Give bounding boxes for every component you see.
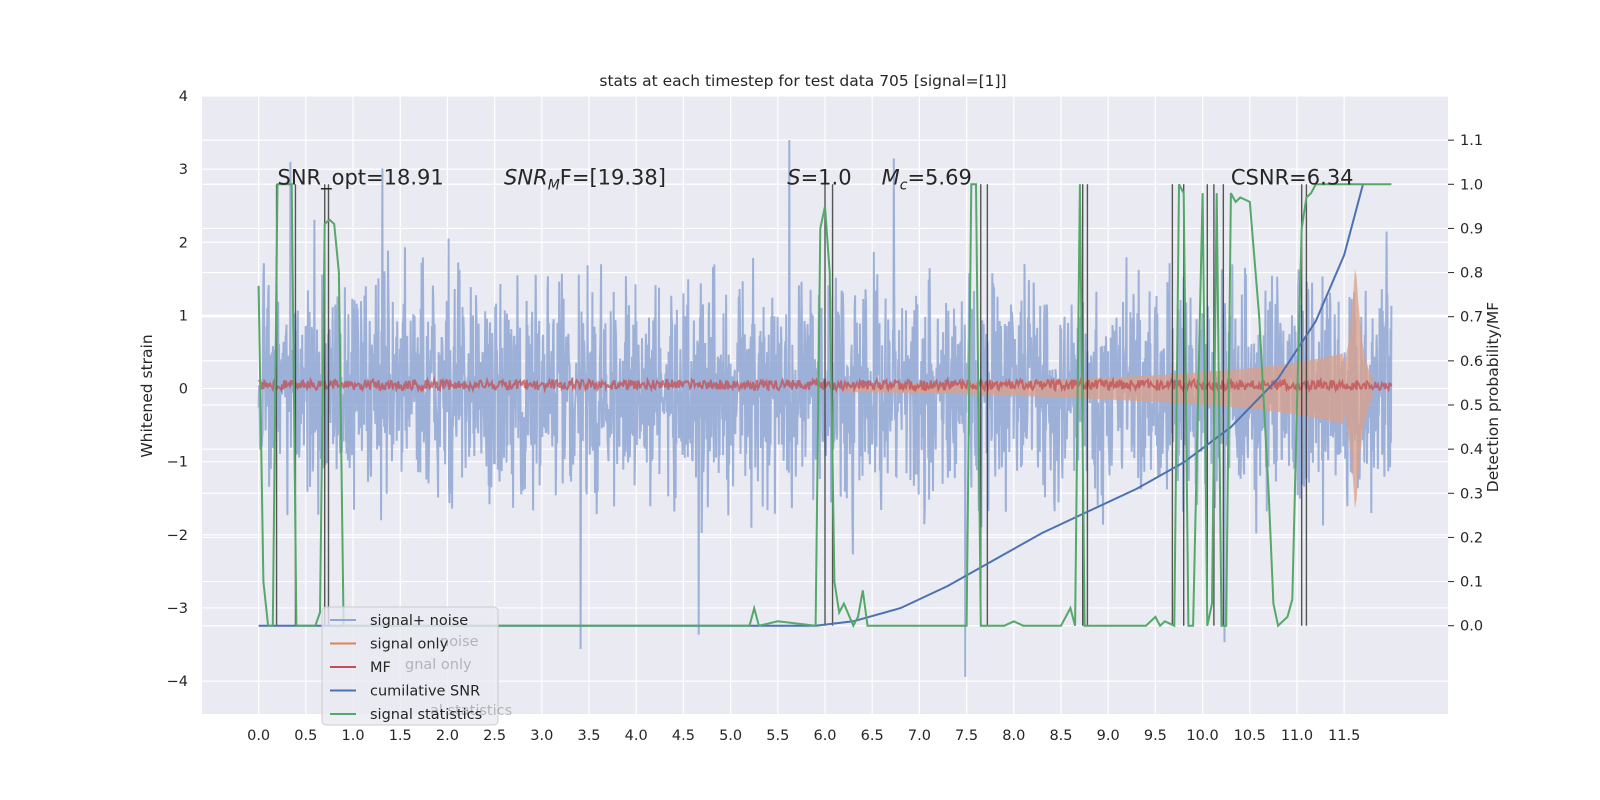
annotation-text: SNR_opt=18.91: [278, 165, 444, 190]
y-tick-label: 3: [179, 162, 188, 178]
x-tick-label: 11.5: [1328, 728, 1360, 744]
x-tick-label: 10.0: [1186, 728, 1218, 744]
legend: noise gnal only al statistics signal+ noise…: [321, 606, 512, 726]
y-right-tick-label: 0.1: [1460, 575, 1483, 591]
x-tick-label: 11.0: [1281, 728, 1313, 744]
signal-statistics-line: [257, 183, 1392, 629]
y-tick-label: 2: [179, 235, 188, 251]
annotation-text: S=1.0: [787, 165, 851, 189]
x-tick-label: 1.0: [341, 728, 364, 744]
signal-statistics-series: [257, 183, 1392, 629]
chart-title: stats at each timestep for test data 705…: [599, 72, 1006, 90]
x-tick-label: 3.0: [530, 728, 553, 744]
x-axis-ticks: 0.0 0.5 1.0 1.5 2.0 2.5 3.0 3.5 4.0 4.5 5.0 5.5 6.0 6…: [247, 728, 1360, 744]
y-right-tick-label: 0.0: [1460, 619, 1483, 635]
y-tick-label: −4: [167, 674, 188, 690]
annotation-text: CSNR=6.34: [1231, 165, 1354, 189]
y-right-tick-label: 0.8: [1460, 266, 1483, 282]
y-right-tick-label: 0.4: [1460, 442, 1483, 458]
y-right-tick-label: 1.1: [1460, 133, 1483, 149]
y-tick-label: −3: [167, 601, 188, 617]
y-right-tick-label: 0.5: [1460, 398, 1483, 414]
y-tick-label: −1: [167, 455, 188, 471]
legend-ghost-text: al statistics: [430, 703, 512, 719]
legend-entry: signal only: [370, 637, 449, 653]
legend-entry: signal+ noise: [370, 613, 468, 629]
legend-ghost-text: gnal only: [405, 657, 472, 673]
x-tick-label: 1.5: [389, 728, 412, 744]
x-tick-label: 10.5: [1234, 728, 1266, 744]
x-tick-label: 0.0: [247, 728, 270, 744]
legend-box: [321, 606, 499, 726]
x-tick-label: 4.5: [672, 728, 695, 744]
y-tick-label: 1: [179, 308, 188, 324]
cumulative-snr-series: [258, 184, 1364, 627]
y-tick-label: 0: [179, 382, 188, 398]
y-right-axis-label: Detection probability/MF: [1484, 302, 1502, 493]
y-right-tick-label: 0.6: [1460, 354, 1483, 370]
annotation-text: SNRMF=[19.38]: [504, 165, 666, 193]
x-tick-label: 6.0: [813, 728, 836, 744]
y-axis-label: Whitened strain: [138, 334, 156, 457]
legend-ghost-text: noise: [440, 634, 479, 650]
x-tick-label: 3.5: [577, 728, 600, 744]
y-right-tick-label: 0.3: [1460, 486, 1483, 502]
y-right-tick-label: 0.9: [1460, 221, 1483, 237]
legend-entry: MF: [370, 660, 391, 676]
legend-entry: signal statistics: [370, 707, 482, 723]
legend-entry: cumilative SNR: [370, 684, 480, 700]
x-tick-label: 8.5: [1049, 728, 1072, 744]
x-tick-label: 0.5: [294, 728, 317, 744]
x-tick-label: 2.0: [436, 728, 459, 744]
x-tick-label: 5.5: [766, 728, 789, 744]
x-tick-label: 7.0: [908, 728, 931, 744]
annotation-text: Mc=5.69: [882, 165, 972, 193]
x-tick-label: 7.5: [955, 728, 978, 744]
annotations: SNR_opt=18.91 SNRMF=[19.38] S=1.0 Mc=5.69 CS…: [278, 165, 1354, 193]
y-right-tick-label: 0.7: [1460, 310, 1483, 326]
x-tick-label: 4.0: [625, 728, 648, 744]
y-right-tick-label: 1.0: [1460, 177, 1483, 193]
x-tick-label: 9.0: [1097, 728, 1120, 744]
y-axis-ticks: 4 3 2 1 0 −1 −2 −3 −4: [167, 89, 188, 690]
x-tick-label: 6.5: [861, 728, 884, 744]
x-tick-label: 8.0: [1002, 728, 1025, 744]
y-tick-label: 4: [179, 89, 188, 105]
y-tick-label: −2: [167, 528, 188, 544]
x-tick-label: 2.5: [483, 728, 506, 744]
x-tick-label: 5.0: [719, 728, 742, 744]
x-tick-label: 9.5: [1144, 728, 1167, 744]
cumulative-snr-line: [258, 184, 1364, 627]
y-right-axis-ticks: 1.1 1.0 0.9 0.8 0.7 0.6 0.5 0.4 0.3 0.2 0.1 0.0: [1448, 133, 1483, 635]
y-right-tick-label: 0.2: [1460, 530, 1483, 546]
